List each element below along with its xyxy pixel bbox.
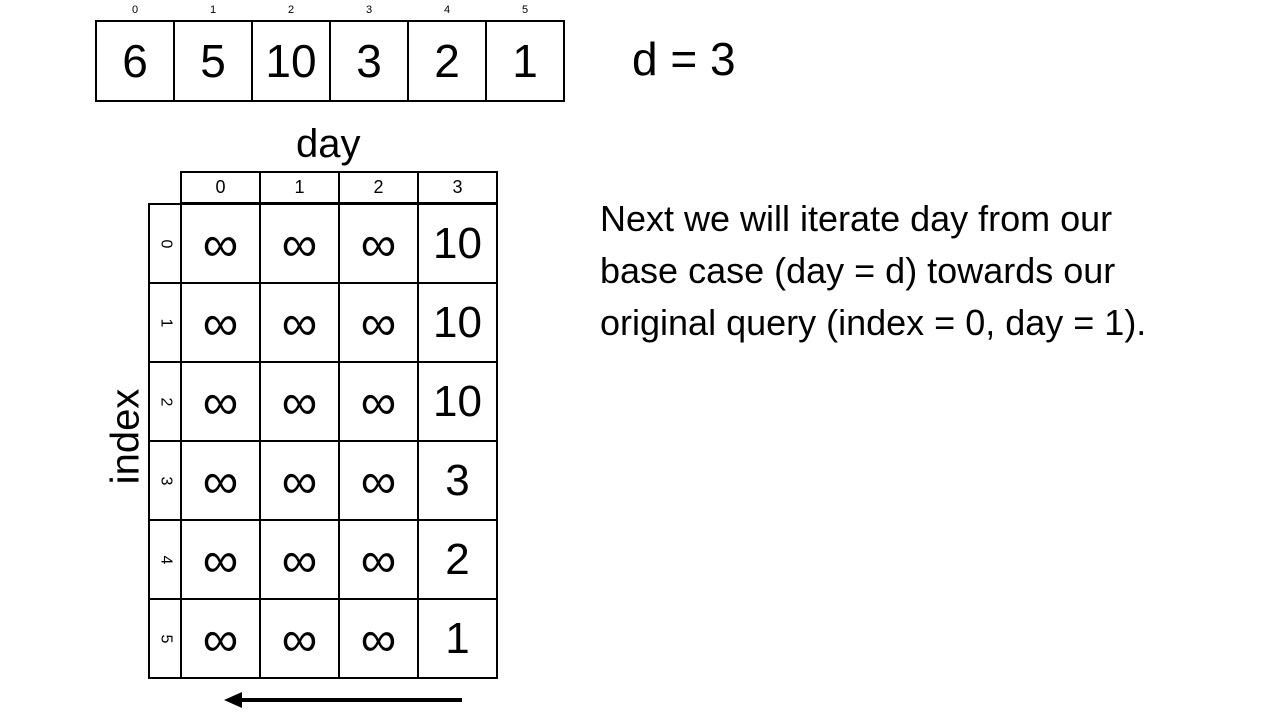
row-header-label: 3	[157, 476, 174, 485]
table-row: ∞ ∞ ∞ 1	[180, 598, 498, 679]
table-cell: 10	[417, 282, 498, 363]
array-cell: 6	[95, 20, 175, 102]
row-header-label: 4	[157, 555, 174, 564]
table-row: ∞ ∞ ∞ 10	[180, 203, 498, 284]
row-header-label: 0	[157, 239, 174, 248]
table-cell: 10	[417, 203, 498, 284]
table-cell: ∞	[180, 361, 261, 442]
row-header: 3	[148, 440, 182, 521]
index-axis-title: index	[103, 388, 148, 485]
array-index: 2	[287, 4, 295, 16]
row-header-label: 5	[157, 634, 174, 643]
table-row: ∞ ∞ ∞ 10	[180, 282, 498, 363]
d-label: d = 3	[632, 33, 736, 85]
row-header-column: 0 1 2 3 4 5	[148, 203, 182, 679]
table-cell: ∞	[259, 440, 340, 521]
array-cell: 1	[485, 20, 565, 102]
column-header: 0	[180, 171, 261, 204]
row-header: 2	[148, 361, 182, 442]
table-cell: ∞	[259, 519, 340, 600]
table-cell: ∞	[180, 203, 261, 284]
table-cell: ∞	[259, 598, 340, 679]
array-index: 3	[365, 4, 373, 16]
description-line: Next we will iterate day from our	[600, 198, 1113, 239]
row-header: 5	[148, 598, 182, 679]
description-line: original query (index = 0, day = 1).	[600, 302, 1147, 343]
table-cell: ∞	[180, 440, 261, 521]
table-cell: ∞	[338, 440, 419, 521]
row-header-label: 2	[157, 397, 174, 406]
table-cell: ∞	[338, 361, 419, 442]
array-value-row: 6 5 10 3 2 1	[95, 20, 565, 102]
column-header: 1	[259, 171, 340, 204]
column-header: 3	[417, 171, 498, 204]
column-header: 2	[338, 171, 419, 204]
left-arrow-icon	[224, 692, 462, 708]
column-header-row: 0 1 2 3	[180, 171, 498, 204]
array-cell: 10	[251, 20, 331, 102]
row-header-label: 1	[157, 318, 174, 327]
dp-table: ∞ ∞ ∞ 10 ∞ ∞ ∞ 10 ∞ ∞ ∞ 10 ∞ ∞ ∞ 3 ∞ ∞ ∞…	[180, 203, 498, 679]
array-index: 0	[131, 4, 139, 16]
table-cell: ∞	[259, 361, 340, 442]
table-cell: ∞	[180, 598, 261, 679]
array-cell: 2	[407, 20, 487, 102]
description-line: base case (day = d) towards our	[600, 250, 1116, 291]
array-index: 5	[521, 4, 529, 16]
table-cell: ∞	[338, 203, 419, 284]
table-cell: 3	[417, 440, 498, 521]
array-cell: 5	[173, 20, 253, 102]
array-index: 4	[443, 4, 451, 16]
table-cell: ∞	[338, 519, 419, 600]
description-text: Next we will iterate day from our base c…	[600, 193, 1240, 349]
table-cell: ∞	[259, 282, 340, 363]
table-row: ∞ ∞ ∞ 2	[180, 519, 498, 600]
row-header: 0	[148, 203, 182, 284]
row-header: 4	[148, 519, 182, 600]
table-cell: 10	[417, 361, 498, 442]
array-index-row: 0 1 2 3 4 5	[95, 4, 565, 20]
table-cell: ∞	[338, 598, 419, 679]
day-axis-title: day	[296, 122, 361, 166]
table-row: ∞ ∞ ∞ 3	[180, 440, 498, 521]
table-cell: 2	[417, 519, 498, 600]
row-header: 1	[148, 282, 182, 363]
table-cell: ∞	[180, 282, 261, 363]
table-cell: ∞	[259, 203, 340, 284]
table-cell: ∞	[180, 519, 261, 600]
table-row: ∞ ∞ ∞ 10	[180, 361, 498, 442]
table-cell: 1	[417, 598, 498, 679]
array-index: 1	[209, 4, 217, 16]
table-cell: ∞	[338, 282, 419, 363]
array-strip: 0 1 2 3 4 5 6 5 10 3 2 1	[95, 4, 565, 102]
array-cell: 3	[329, 20, 409, 102]
